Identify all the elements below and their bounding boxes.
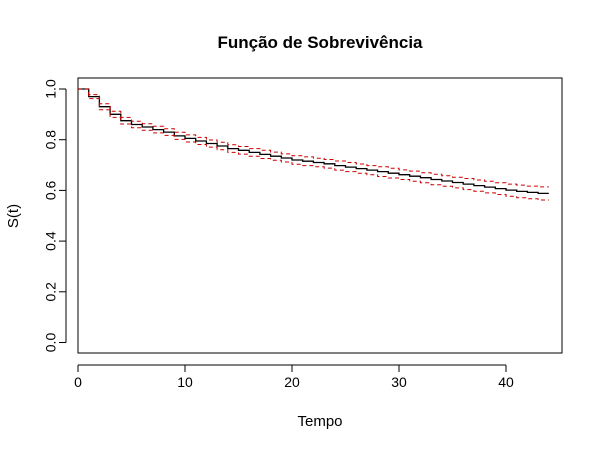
x-tick-label-0: 0 bbox=[74, 374, 82, 390]
y-tick-label-0.2: 0.2 bbox=[43, 282, 59, 302]
x-axis: 0 10 20 30 40 bbox=[74, 364, 514, 390]
y-tick-label-1.0: 1.0 bbox=[43, 79, 59, 99]
series-layer bbox=[78, 88, 549, 201]
chart-title: Função de Sobrevivência bbox=[217, 33, 423, 52]
survival-curve bbox=[78, 88, 549, 195]
x-tick-label-20: 20 bbox=[284, 374, 300, 390]
y-tick-label-0.6: 0.6 bbox=[43, 180, 59, 200]
x-tick-label-30: 30 bbox=[391, 374, 407, 390]
upper-ci-curve bbox=[78, 88, 549, 188]
lower-ci-curve bbox=[78, 88, 549, 201]
x-tick-label-40: 40 bbox=[498, 374, 514, 390]
y-tick-label-0.4: 0.4 bbox=[43, 231, 59, 251]
y-axis-label: S(t) bbox=[5, 204, 22, 228]
x-tick-label-10: 10 bbox=[177, 374, 193, 390]
y-tick-label-0.8: 0.8 bbox=[43, 130, 59, 150]
y-axis: 0.0 0.2 0.4 0.6 0.8 1.0 bbox=[43, 79, 67, 353]
x-axis-label: Tempo bbox=[297, 413, 342, 430]
y-tick-label-0.0: 0.0 bbox=[43, 333, 59, 353]
plot-frame bbox=[77, 77, 563, 354]
